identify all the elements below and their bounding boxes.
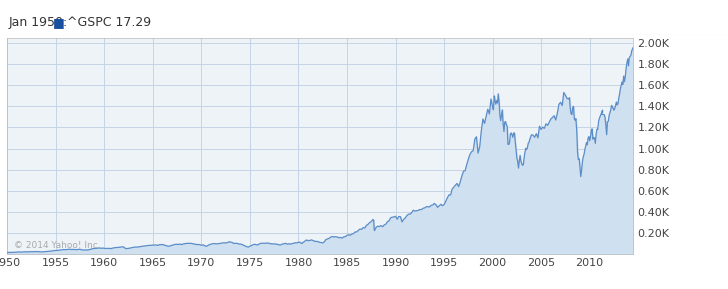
Text: ^GSPC 17.29: ^GSPC 17.29 (63, 16, 151, 29)
Text: ■: ■ (53, 16, 65, 29)
Text: Jan 1950:: Jan 1950: (9, 16, 76, 29)
Text: © 2014 Yahoo! Inc.: © 2014 Yahoo! Inc. (14, 241, 100, 250)
